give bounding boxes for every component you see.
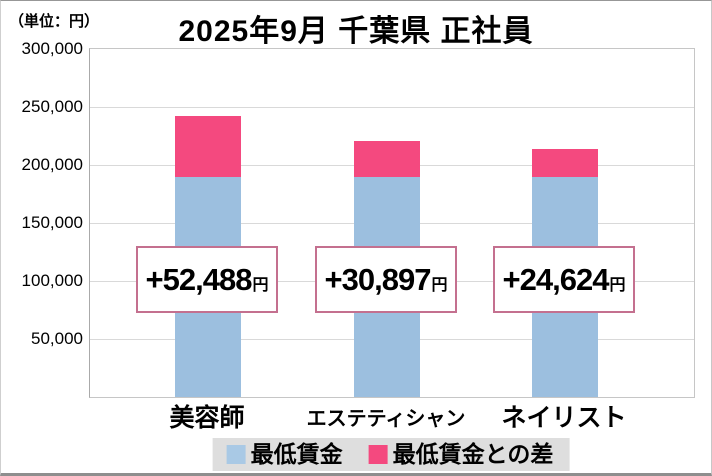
legend-label: 最低賃金 [250,441,343,467]
y-tick-label: 200,000 [21,155,83,174]
diff-unit: 円 [252,276,269,294]
bar-segment-diff [354,141,420,178]
category-label-1: 美容師 [169,404,245,432]
category-label-3: ネイリスト [501,404,627,432]
category-label-2: エステティシャン [306,408,466,430]
diff-unit: 円 [609,276,626,294]
diff-callout-1: +52,488 円 [136,246,278,313]
diff-unit: 円 [431,276,448,294]
legend-swatch-icon [226,444,246,464]
y-tick-label: 100,000 [21,271,83,290]
unit-label: （単位：円） [9,13,100,30]
legend-item-1: 最低賃金 [226,441,343,467]
diff-value: +24,624 [502,262,610,297]
plot-area [89,48,695,398]
y-tick-label: 300,000 [21,39,83,58]
y-tick-label: 50,000 [31,329,83,348]
gridline [90,107,694,108]
bar-segment-diff [175,116,241,178]
chart-title: 2025年9月 千葉県 正社員 [178,15,534,48]
y-tick-label: 150,000 [21,213,83,232]
legend-item-2: 最低賃金との差 [368,441,554,467]
diff-value: +52,488 [145,262,253,297]
y-tick-label: 250,000 [21,97,83,116]
diff-value: +30,897 [324,262,432,297]
legend: 最低賃金 最低賃金との差 [212,438,570,471]
diff-callout-2: +30,897 円 [315,246,457,313]
legend-label: 最低賃金との差 [392,441,554,467]
bar-segment-diff [532,148,598,178]
diff-callout-3: +24,624 円 [493,246,635,313]
legend-swatch-icon [368,444,388,464]
